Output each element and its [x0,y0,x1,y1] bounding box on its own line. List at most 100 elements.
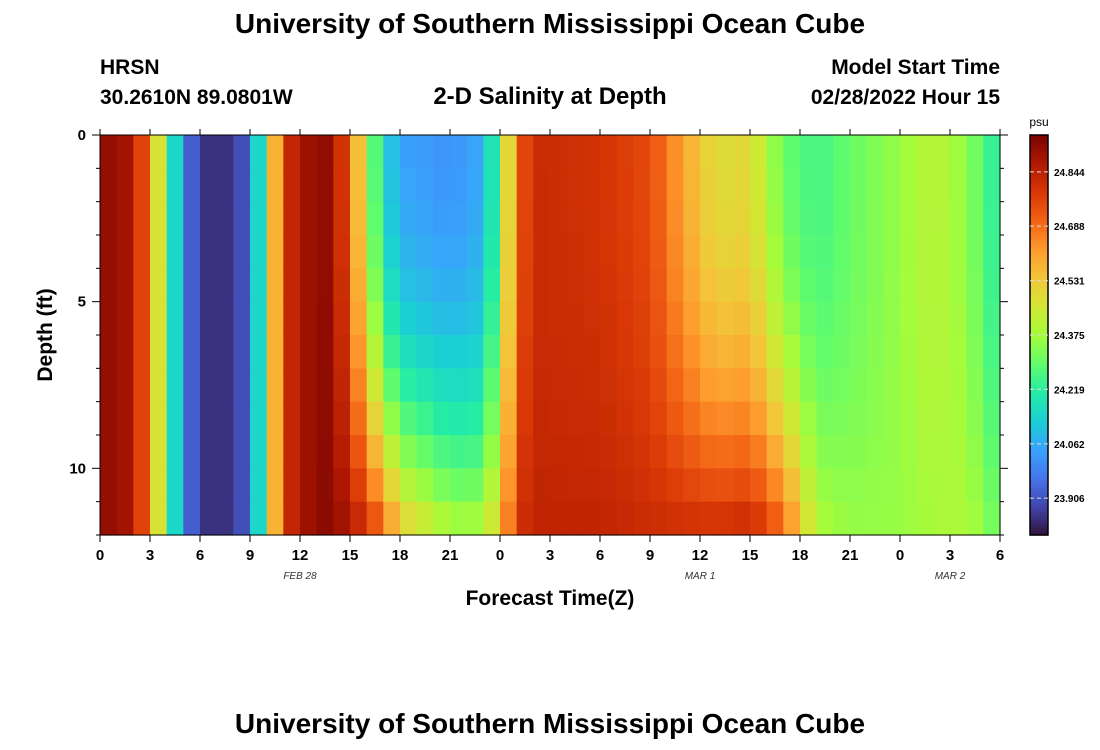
heatmap-cell [983,435,1001,469]
colorbar-segment [1030,307,1048,312]
heatmap-cell [266,368,284,403]
heatmap-cell [416,201,434,236]
heatmap-cell [266,235,284,269]
heatmap-cell [916,235,934,269]
heatmap-cell [933,268,951,303]
heatmap-cell [500,401,518,436]
colorbar-tick-label: 24.688 [1054,222,1085,233]
heatmap-cell [350,501,368,536]
heatmap-cell [766,468,784,503]
heatmap-cell [450,468,468,503]
heatmap-cell [650,401,668,436]
heatmap-cell [500,368,518,403]
colorbar-segment [1030,187,1048,192]
salinity-heatmap-chart: 0 3 6 9 12 15 18 21 0 3 6 9 12 15 18 21 0 3 6 0 5 10 FEB 28 MAR… [34,115,1085,610]
heatmap-cell [283,201,301,236]
heatmap-cell [483,468,501,503]
colorbar-segment [1030,359,1048,364]
heatmap-cell [500,201,518,236]
colorbar-segment [1030,363,1048,368]
heatmap-cell [200,168,218,203]
heatmap-cell [400,368,418,403]
heatmap-cell [216,401,234,436]
colorbar-segment [1030,351,1048,356]
colorbar-segment [1030,247,1048,252]
heatmap-cell [483,235,501,269]
heatmap-cell [850,468,868,503]
heatmap-cell [366,401,384,436]
heatmap-cell [366,368,384,403]
station-coordinates: 30.2610N 89.0801W [100,86,293,109]
heatmap-cell [516,235,534,269]
heatmap-cell [800,501,818,536]
heatmap-cell [433,235,451,269]
heatmap-cell [283,368,301,403]
heatmap-cell [650,368,668,403]
colorbar-segment [1030,219,1048,224]
heatmap-cell [333,501,351,536]
heatmap-cell [266,401,284,436]
heatmap-cell [366,301,384,336]
heatmap-cell [433,335,451,369]
heatmap-cell [183,168,201,203]
heatmap-cell [400,435,418,469]
heatmap-cell [866,268,884,303]
heatmap-cell [500,435,518,469]
colorbar-segment [1030,183,1048,188]
heatmap-cell [683,201,701,236]
heatmap-cell [200,268,218,303]
heatmap-cell [966,235,984,269]
heatmap-cell [383,135,401,169]
heatmap-cell [566,135,584,169]
heatmap-cell [416,135,434,169]
colorbar-segment [1030,471,1048,476]
heatmap-cell [766,435,784,469]
heatmap-cell [300,268,318,303]
colorbar-segment [1030,371,1048,376]
heatmap-cell [500,135,518,169]
heatmap-cell [616,301,634,336]
colorbar-segment [1030,407,1048,412]
heatmap-cell [900,301,918,336]
heatmap-cell [650,435,668,469]
colorbar-segment [1030,391,1048,396]
heatmap-cell [250,301,268,336]
heatmap-cell [266,201,284,236]
heatmap-cell [583,135,601,169]
heatmap-cell [333,435,351,469]
heatmap-cell [216,201,234,236]
heatmap-cell [700,301,718,336]
heatmap-cell [383,468,401,503]
heatmap-cell [516,501,534,536]
heatmap-cell [516,401,534,436]
heatmap-cell [633,235,651,269]
heatmap-cell [566,301,584,336]
heatmap-cell [883,301,901,336]
footer-title: University of Southern Mississippi Ocean… [234,708,866,739]
heatmap-cell [783,168,801,203]
heatmap-cell [350,168,368,203]
heatmap-cell [683,301,701,336]
heatmap-cell [200,401,218,436]
colorbar-segment [1030,155,1048,160]
heatmap-cell [216,135,234,169]
heatmap-cell [916,401,934,436]
heatmap-cell [666,135,684,169]
heatmap-cell [883,368,901,403]
x-tick-label: 9 [246,547,254,564]
heatmap-cell [683,235,701,269]
heatmap-cell [450,335,468,369]
chart-subtitle: 2-D Salinity at Depth [433,83,667,110]
heatmap-cell [533,368,551,403]
heatmap-cell [350,401,368,436]
heatmap-cell [433,201,451,236]
colorbar-tick-label: 23.906 [1054,494,1085,505]
colorbar: 24.844 24.688 24.531 24.375 24.219 24.062 23.9… [1029,115,1085,536]
heatmap-cell [716,201,734,236]
heatmap-cell [116,235,134,269]
heatmap-cell [816,168,834,203]
colorbar-segment [1030,495,1048,500]
heatmap-cell [116,501,134,536]
heatmap-cell [250,401,268,436]
heatmap-cell [366,235,384,269]
